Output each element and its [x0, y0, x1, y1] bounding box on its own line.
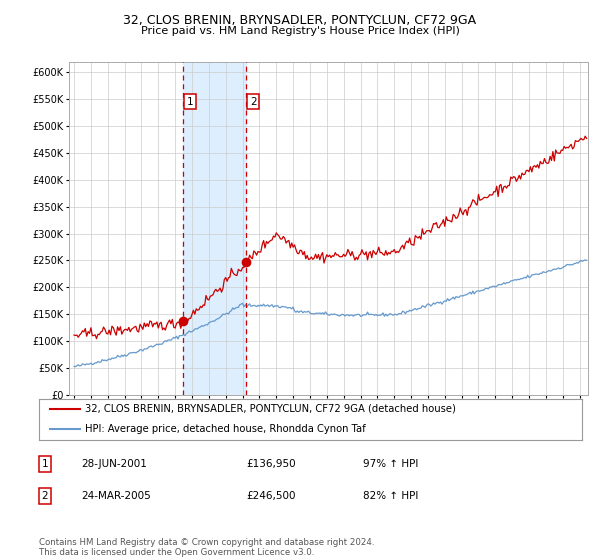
Text: HPI: Average price, detached house, Rhondda Cynon Taf: HPI: Average price, detached house, Rhon… [85, 424, 366, 433]
Text: 1: 1 [41, 459, 49, 469]
Text: £246,500: £246,500 [246, 491, 296, 501]
Bar [184, 62, 247, 395]
Text: 28-JUN-2001: 28-JUN-2001 [81, 459, 147, 469]
Text: Contains HM Land Registry data © Crown copyright and database right 2024.
This d: Contains HM Land Registry data © Crown c… [39, 538, 374, 557]
Text: 32, CLOS BRENIN, BRYNSADLER, PONTYCLUN, CF72 9GA: 32, CLOS BRENIN, BRYNSADLER, PONTYCLUN, … [124, 14, 476, 27]
Text: 82% ↑ HPI: 82% ↑ HPI [363, 491, 418, 501]
Text: Price paid vs. HM Land Registry's House Price Index (HPI): Price paid vs. HM Land Registry's House … [140, 26, 460, 36]
Text: 24-MAR-2005: 24-MAR-2005 [81, 491, 151, 501]
Text: £136,950: £136,950 [246, 459, 296, 469]
Text: 2: 2 [250, 96, 256, 106]
Text: 97% ↑ HPI: 97% ↑ HPI [363, 459, 418, 469]
Text: 32, CLOS BRENIN, BRYNSADLER, PONTYCLUN, CF72 9GA (detached house): 32, CLOS BRENIN, BRYNSADLER, PONTYCLUN, … [85, 404, 456, 413]
Text: 2: 2 [41, 491, 49, 501]
Text: 1: 1 [187, 96, 193, 106]
